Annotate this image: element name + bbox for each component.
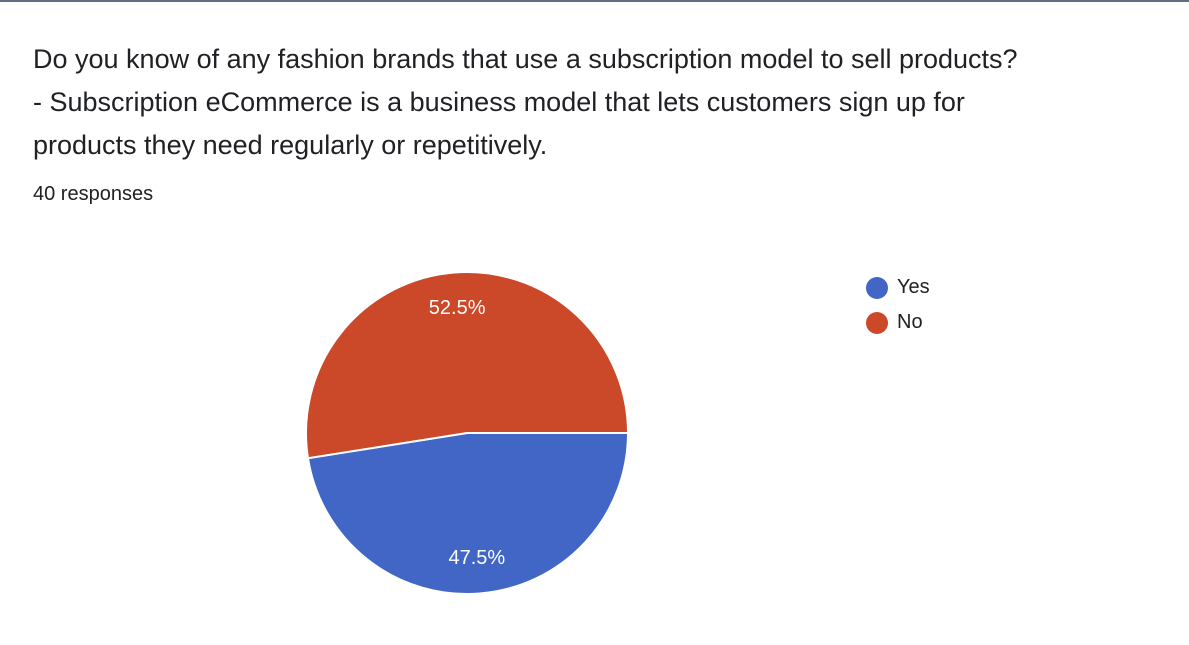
pie-label-no: 52.5% — [429, 297, 486, 319]
legend-swatch — [866, 311, 888, 334]
question-title: Do you know of any fashion brands that u… — [33, 38, 1153, 167]
top-divider — [0, 0, 1189, 2]
legend-item-yes: Yes — [866, 270, 930, 305]
chart-legend: Yes No — [866, 270, 930, 340]
response-count: 40 responses — [33, 183, 154, 205]
legend-item-no: No — [866, 305, 930, 340]
pie-slice-no — [305, 271, 630, 460]
legend-label: Yes — [897, 276, 930, 298]
question-line: Do you know of any fashion brands that u… — [33, 44, 1018, 74]
pie-label-yes: 47.5% — [448, 547, 505, 569]
question-line: - Subscription eCommerce is a business m… — [33, 87, 965, 117]
question-line: products they need regularly or repetiti… — [33, 130, 548, 160]
legend-swatch — [866, 276, 888, 299]
pie-slice-yes — [306, 432, 630, 595]
legend-label: No — [897, 311, 923, 333]
